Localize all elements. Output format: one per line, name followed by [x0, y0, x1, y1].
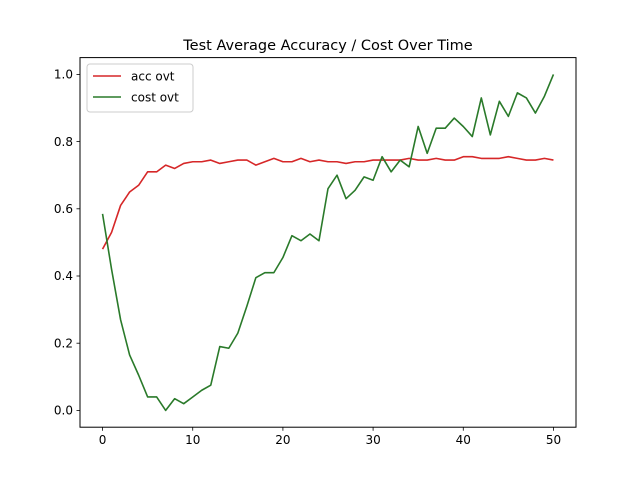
chart-title: Test Average Accuracy / Cost Over Time: [182, 38, 473, 54]
x-tick-label: 50: [546, 433, 561, 447]
y-tick-label: 1.0: [54, 68, 73, 82]
x-tick-label: 20: [275, 433, 290, 447]
y-tick-label: 0.6: [54, 202, 73, 216]
x-tick-label: 30: [365, 433, 380, 447]
series-line-acc-ovt: [101, 155, 554, 250]
x-tick-label: 10: [185, 433, 200, 447]
y-tick-label: 0.8: [54, 135, 73, 149]
x-tick-label: 40: [456, 433, 471, 447]
x-tick-label: 0: [99, 433, 107, 447]
plot-area-frame: [79, 57, 577, 428]
y-axis-ticks: 0.0 0.2 0.4 0.6 0.8 1.0: [54, 68, 80, 418]
series-layer: [101, 74, 555, 412]
series-line-cost-ovt: [101, 74, 555, 412]
legend: acc ovt cost ovt: [86, 63, 194, 113]
legend-label: acc ovt: [131, 69, 175, 83]
legend-label: cost ovt: [131, 90, 179, 104]
x-axis-ticks: 0 10 20 30 40 50: [99, 427, 561, 447]
y-tick-label: 0.0: [54, 404, 73, 418]
y-tick-label: 0.4: [54, 269, 73, 283]
y-tick-label: 0.2: [54, 336, 73, 350]
